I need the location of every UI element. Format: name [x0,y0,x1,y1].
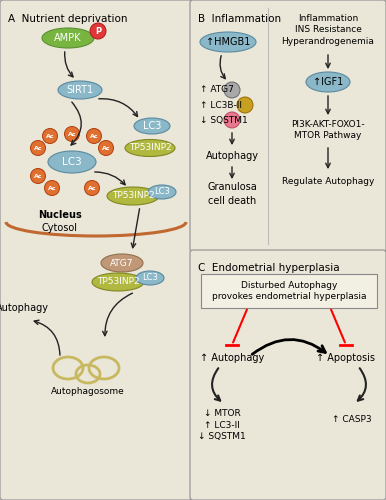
Circle shape [90,23,106,39]
Text: PI3K-AKT-FOXO1-
MTOR Pathway: PI3K-AKT-FOXO1- MTOR Pathway [291,120,365,141]
Ellipse shape [58,81,102,99]
Ellipse shape [101,254,143,272]
Circle shape [98,140,113,156]
Text: ATG7: ATG7 [110,258,134,268]
FancyBboxPatch shape [190,250,386,500]
Text: Granulosa
cell death: Granulosa cell death [207,182,257,206]
Circle shape [224,112,240,128]
Text: Ac: Ac [102,146,110,150]
Circle shape [237,97,253,113]
Ellipse shape [107,187,159,205]
Text: ↑IGF1: ↑IGF1 [313,77,343,87]
Text: TP53INP2: TP53INP2 [112,192,154,200]
FancyBboxPatch shape [201,274,377,308]
Text: ↑ CASP3: ↑ CASP3 [332,416,372,424]
Text: Regulate Autophagy: Regulate Autophagy [282,176,374,186]
Text: TP53INP2: TP53INP2 [96,278,139,286]
Text: Ac: Ac [88,186,96,190]
Text: Ac: Ac [48,186,56,190]
FancyBboxPatch shape [190,0,386,252]
Text: TP53INP2: TP53INP2 [129,144,171,152]
Text: LC3: LC3 [143,121,161,131]
Text: LC3: LC3 [154,188,170,196]
Circle shape [85,180,100,196]
Text: Ac: Ac [34,174,42,178]
Ellipse shape [200,32,256,52]
Ellipse shape [134,118,170,134]
Text: ↑ LC3B-II: ↑ LC3B-II [200,100,242,110]
Text: Autophagosome: Autophagosome [51,388,125,396]
Text: ↑ ATG7: ↑ ATG7 [200,86,234,94]
Text: Autophagy: Autophagy [0,303,49,313]
Circle shape [86,128,102,144]
Text: P: P [95,26,101,36]
Ellipse shape [42,28,94,48]
Ellipse shape [125,140,175,156]
Text: A  Nutrient deprivation: A Nutrient deprivation [8,14,127,24]
Text: Inflammation
INS Resistance
Hyperandrogenemia: Inflammation INS Resistance Hyperandroge… [281,14,374,46]
Text: Nucleus: Nucleus [38,210,82,220]
Text: Ac: Ac [46,134,54,138]
Text: SIRT1: SIRT1 [66,85,93,95]
Text: C  Endometrial hyperplasia: C Endometrial hyperplasia [198,263,340,273]
Circle shape [30,168,46,184]
Text: ↑ Apoptosis: ↑ Apoptosis [317,353,376,363]
Text: ↑ Autophagy: ↑ Autophagy [200,353,264,363]
Circle shape [42,128,58,144]
Text: Ac: Ac [34,146,42,150]
Circle shape [64,126,80,142]
Text: ↑HMGB1: ↑HMGB1 [206,37,250,47]
Ellipse shape [136,271,164,285]
Ellipse shape [306,72,350,92]
Text: ↓ SQSTM1: ↓ SQSTM1 [200,116,248,124]
Ellipse shape [92,273,144,291]
Ellipse shape [48,151,96,173]
Text: ↓ MTOR
↑ LC3-II
↓ SQSTM1: ↓ MTOR ↑ LC3-II ↓ SQSTM1 [198,408,246,442]
Text: LC3: LC3 [62,157,82,167]
Text: Autophagy: Autophagy [205,151,259,161]
Text: Ac: Ac [68,132,76,136]
Text: Disturbed Autophagy
provokes endometrial hyperplasia: Disturbed Autophagy provokes endometrial… [212,281,366,301]
Circle shape [30,140,46,156]
FancyBboxPatch shape [0,0,192,500]
Text: B  Inflammation: B Inflammation [198,14,281,24]
Ellipse shape [148,185,176,199]
Text: Cytosol: Cytosol [42,223,78,233]
Text: LC3: LC3 [142,274,158,282]
Circle shape [224,82,240,98]
Text: AMPK: AMPK [54,33,82,43]
Text: Ac: Ac [90,134,98,138]
Circle shape [44,180,59,196]
